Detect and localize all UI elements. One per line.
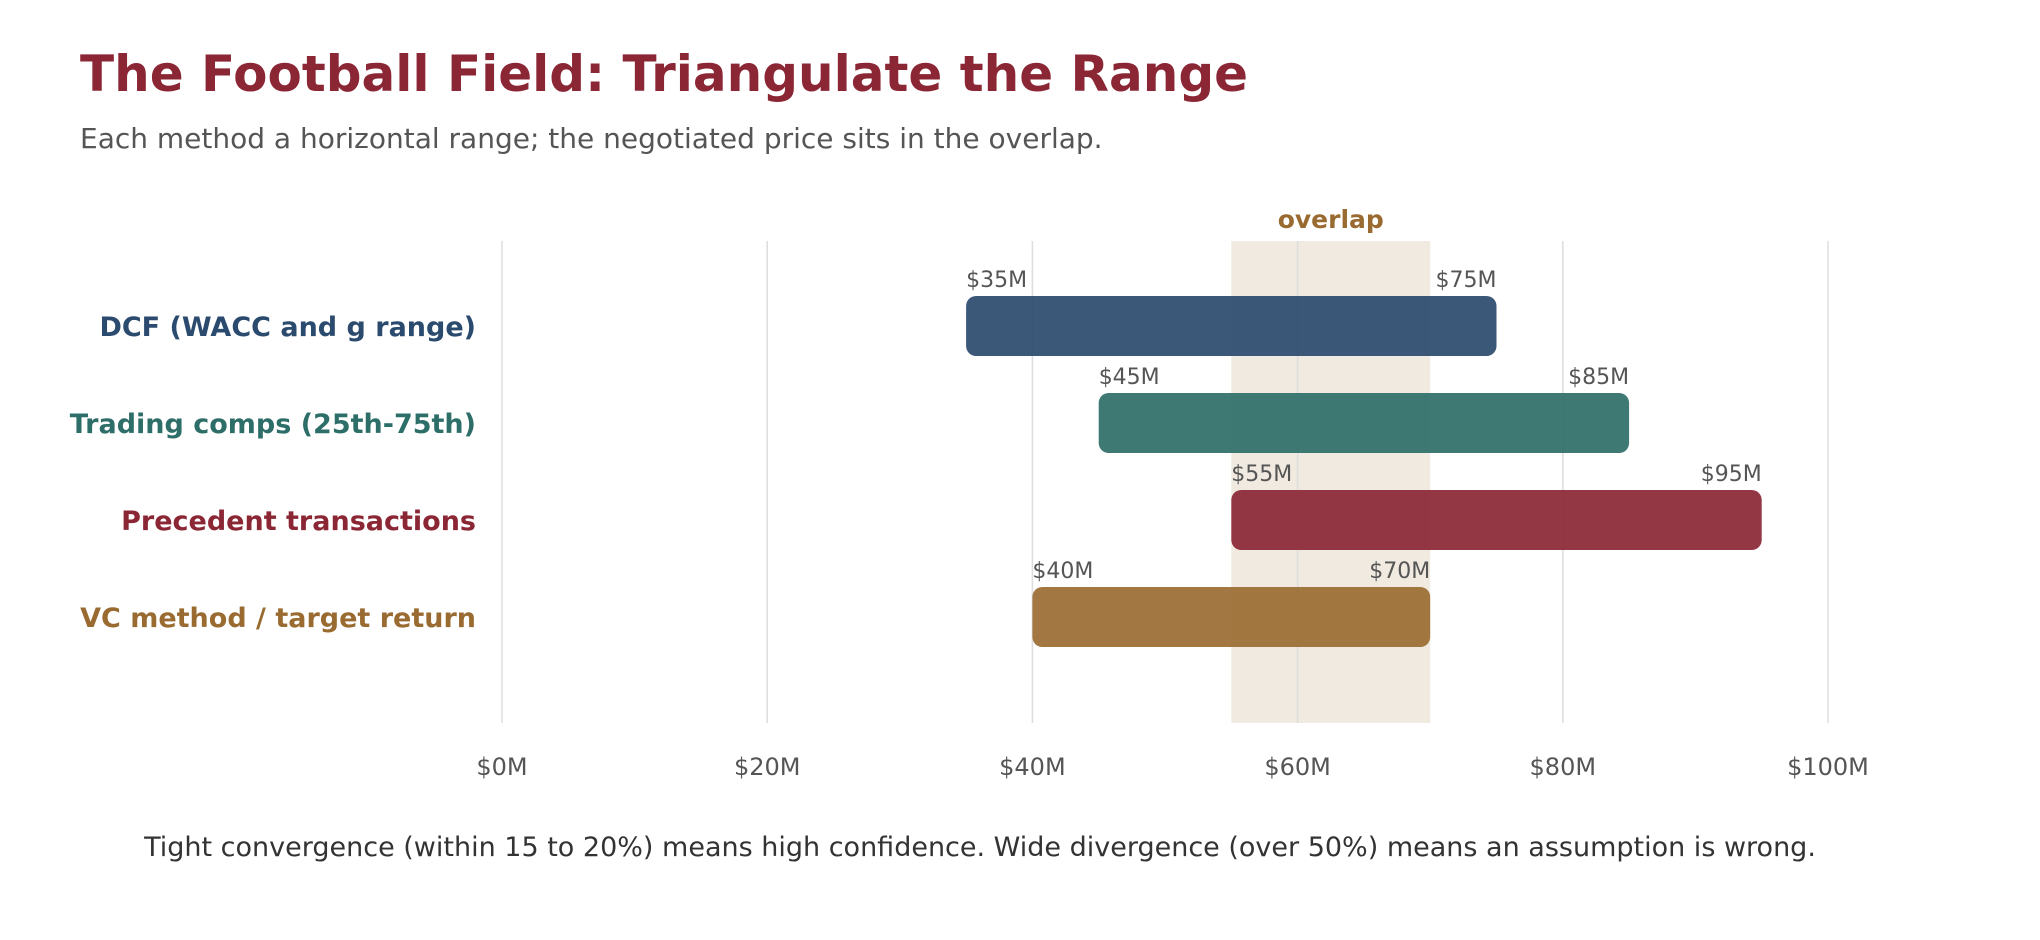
range-low-label: $40M: [1032, 559, 1093, 584]
chart-subtitle: Each method a horizontal range; the nego…: [80, 122, 1103, 155]
method-label: Trading comps (25th-75th): [70, 409, 476, 440]
range-high-label: $85M: [1568, 365, 1629, 390]
method-label: DCF (WACC and g range): [99, 312, 476, 343]
overlap-band: [1231, 241, 1431, 723]
x-tick-label: $80M: [1530, 753, 1597, 781]
range-low-label: $55M: [1231, 462, 1292, 487]
range-high-label: $70M: [1369, 559, 1430, 584]
x-tick-label: $60M: [1264, 753, 1331, 781]
range-bar: [1032, 587, 1431, 647]
chart-footnote: Tight convergence (within 15 to 20%) mea…: [144, 832, 1816, 863]
x-tick-label: $0M: [476, 753, 527, 781]
method-label: VC method / target return: [80, 603, 476, 634]
range-low-label: $45M: [1099, 365, 1160, 390]
method-label: Precedent transactions: [121, 506, 476, 537]
range-bar: [1231, 490, 1762, 550]
chart-title: The Football Field: Triangulate the Rang…: [80, 45, 1249, 103]
range-high-label: $75M: [1436, 268, 1497, 293]
range-bar: [1098, 393, 1630, 453]
range-bar: [966, 296, 1497, 356]
overlap-label: overlap: [1278, 205, 1384, 234]
x-tick-label: $40M: [999, 753, 1066, 781]
x-tick-label: $20M: [734, 753, 801, 781]
range-low-label: $35M: [966, 268, 1027, 293]
range-high-label: $95M: [1701, 462, 1762, 487]
x-tick-label: $100M: [1787, 753, 1869, 781]
